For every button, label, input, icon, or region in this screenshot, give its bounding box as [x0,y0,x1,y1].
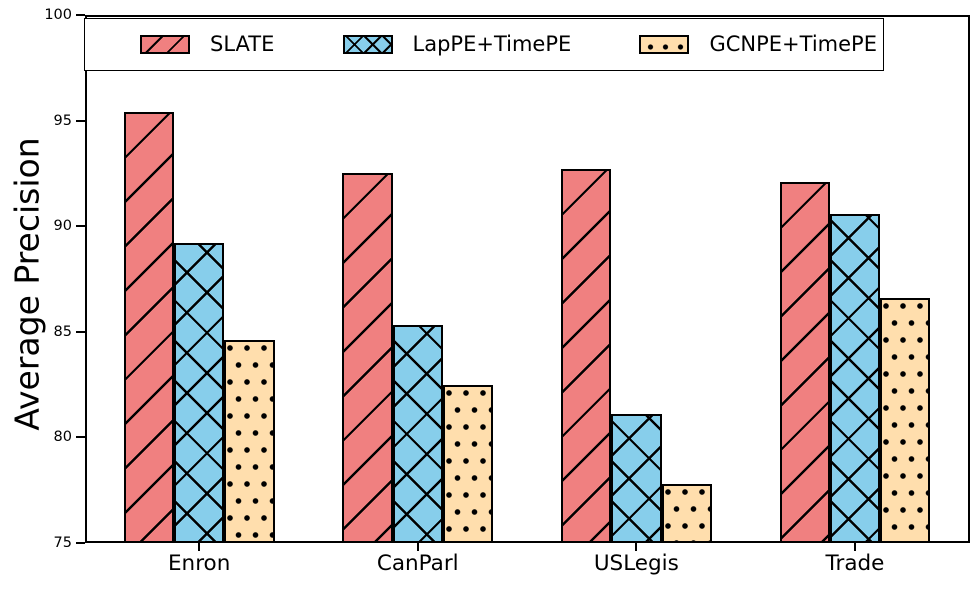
y-tick-label: 85 [53,323,72,340]
bar-enron-gcnpe-timepe [224,340,275,543]
y-tick-label: 80 [53,429,72,446]
x-tick-label-canparl: CanParl [376,551,459,576]
legend-entry-gcnpe-timepe: GCNPE+TimePE [639,34,877,55]
y-tick-label: 90 [53,218,72,235]
x-tick-mark [635,543,638,551]
y-tick-label: 75 [53,535,72,551]
bar-uslegis-gcnpe-timepe [661,483,712,543]
legend-swatch-lappe-timepe [342,35,393,54]
x-tick-mark [416,543,419,551]
legend-swatch-slate [140,35,190,54]
legend-entry-lappe-timepe: LapPE+TimePE [342,32,572,56]
bar-uslegis-lappe-timepe [611,414,662,543]
bar-enron-lappe-timepe [174,243,225,543]
legend-label-slate: SLATE [210,32,275,56]
y-axis-label: Average Precision [7,137,47,431]
legend-label-gcnpe-timepe: GCNPE+TimePE [709,32,877,56]
y-tick-label: 95 [53,112,72,129]
bar-trade-gcnpe-timepe [880,298,931,543]
x-tick-label-uslegis: USLegis [593,551,679,576]
legend-label-lappe-timepe: LapPE+TimePE [412,32,572,56]
bar-trade-slate [779,181,830,543]
y-tick-mark [76,436,85,439]
y-tick-label: 100 [44,7,72,23]
y-tick-mark [76,119,85,122]
y-tick-mark [76,225,85,228]
bar-trade-lappe-timepe [829,213,881,543]
bar-canparl-gcnpe-timepe [442,384,494,543]
x-tick-mark [198,543,201,551]
bar-enron-slate [123,112,174,543]
bar-canparl-slate [342,173,393,543]
legend-entry-slate: SLATE [140,34,274,55]
legend-swatch-gcnpe-timepe [639,35,690,54]
x-tick-label-enron: Enron [167,551,231,576]
x-tick-mark [853,543,856,551]
y-tick-mark [76,542,85,544]
plot-area [85,15,970,543]
bar-uslegis-slate [560,169,612,543]
y-tick-mark [76,330,85,333]
y-tick-mark [76,14,85,16]
x-tick-label-trade: Trade [825,551,885,576]
legend: SLATE LapPE+TimePE GCNPE+TimePE [84,18,884,71]
bar-canparl-lappe-timepe [392,325,443,543]
